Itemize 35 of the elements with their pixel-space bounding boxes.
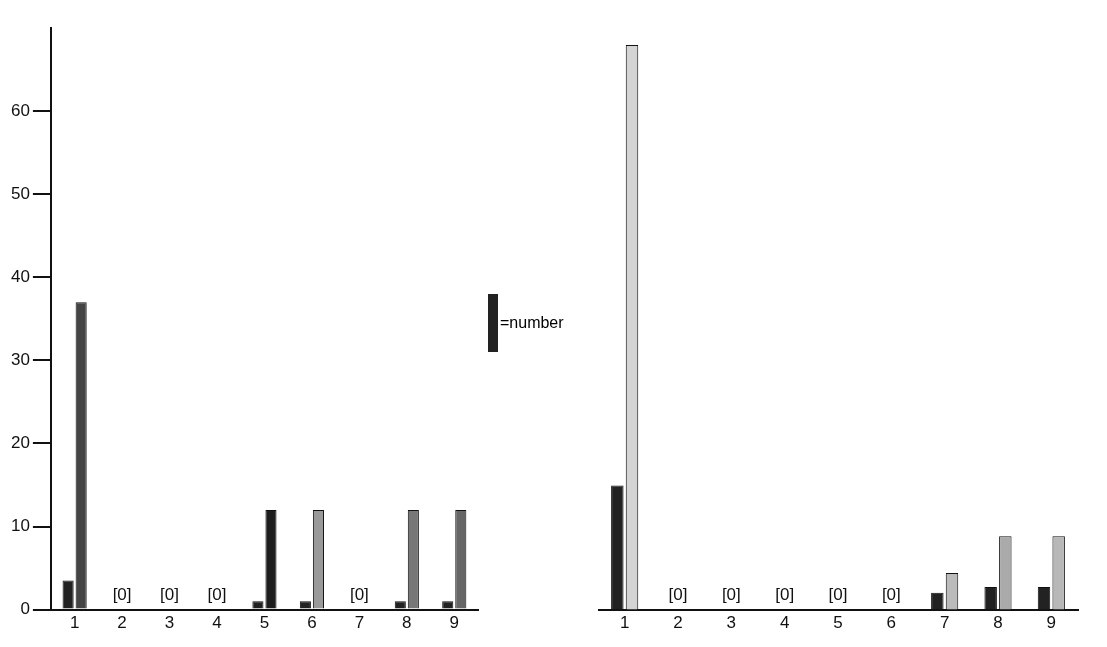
- y-tick-label: 0: [20, 599, 30, 619]
- annotation: [0]: [828, 584, 848, 604]
- y-tick-label: 40: [10, 266, 30, 286]
- y-tick-label: 60: [10, 100, 30, 120]
- annotation: [0]: [775, 584, 795, 604]
- x-tick-label: 5: [259, 613, 270, 633]
- x-tick-label: 4: [212, 613, 222, 633]
- y-tick-label: 10: [10, 516, 30, 536]
- x-tick-label: 5: [833, 613, 843, 633]
- y-tick-label: 20: [10, 433, 30, 453]
- x-tick-label: 7: [354, 613, 365, 633]
- annotation: [0]: [721, 584, 741, 604]
- x-tick-label: 3: [726, 613, 737, 633]
- annotation: [0]: [349, 584, 369, 604]
- y-tick-label: 30: [10, 350, 30, 370]
- x-tick-label: 8: [993, 613, 1003, 633]
- x-tick-label: 7: [939, 613, 950, 633]
- x-tick-label: 9: [449, 613, 460, 633]
- x-tick-label: 6: [307, 613, 317, 633]
- x-tick-label: 3: [164, 613, 175, 633]
- x-tick-label: 4: [779, 613, 790, 633]
- annotation: [0]: [668, 584, 688, 604]
- annotation: [0]: [112, 584, 132, 604]
- x-tick-label: 6: [886, 613, 897, 633]
- x-tick-label: 9: [1046, 613, 1057, 633]
- x-tick-label: 1: [69, 613, 80, 633]
- text: =number: [500, 314, 564, 332]
- y-tick-label: 50: [10, 183, 30, 203]
- annotation: [0]: [881, 584, 901, 604]
- x-tick-label: 1: [619, 613, 630, 633]
- x-tick-label: 2: [673, 613, 683, 633]
- annotation: [0]: [207, 584, 227, 604]
- x-tick-label: 2: [117, 613, 127, 633]
- x-tick-label: 8: [402, 613, 412, 633]
- annotation: [0]: [160, 584, 179, 604]
